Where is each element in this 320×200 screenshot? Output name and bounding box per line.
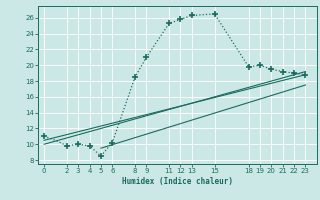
X-axis label: Humidex (Indice chaleur): Humidex (Indice chaleur) (122, 177, 233, 186)
